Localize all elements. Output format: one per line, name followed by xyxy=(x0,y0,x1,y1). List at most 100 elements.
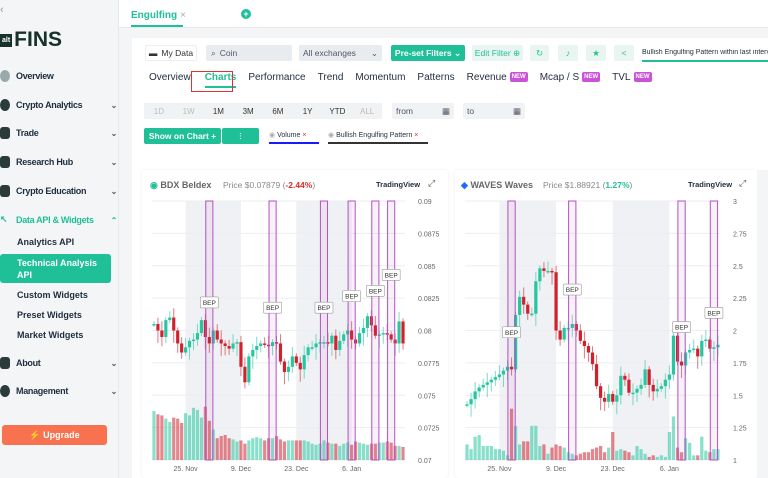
eye-icon[interactable]: ◉ xyxy=(269,132,278,139)
candlestick-chart[interactable]: 1 1.25 1.5 1.75 2 2.25 2.5 2.75 3 25. Nov 9. Dec 23… xyxy=(455,195,757,478)
bep-marker xyxy=(502,326,521,339)
sidebar-item-overview[interactable]: Overview xyxy=(0,65,119,87)
range-1w[interactable]: 1W xyxy=(182,106,195,116)
eye-icon[interactable]: ◉ xyxy=(328,132,337,139)
range-ytd[interactable]: YTD xyxy=(329,106,346,116)
sidebar-item-data-api[interactable]: ↖ Data API & Widgets ⌃ xyxy=(0,209,119,231)
bep-marker xyxy=(381,269,401,281)
price-value: $0.07879 xyxy=(244,180,281,190)
bell-icon[interactable]: ♪ xyxy=(558,45,578,61)
tradingview-link[interactable]: TradingView xyxy=(376,180,421,189)
preset-filters-button[interactable]: Pre-set Filters ⌄ xyxy=(391,45,465,61)
range-1y[interactable]: 1Y xyxy=(302,106,313,116)
exchange-select[interactable]: All exchanges ⌄ xyxy=(299,45,382,61)
scrollbar[interactable] xyxy=(757,170,768,478)
coin-search-input[interactable]: ⌕ Coin xyxy=(206,45,292,61)
sidebar-subitem-technical-analysis-api[interactable]: Technical Analysis API xyxy=(0,254,111,283)
sidebar-item-crypto-education[interactable]: Crypto Education ⌄ xyxy=(0,180,119,202)
from-date-input[interactable]: from ▦ xyxy=(392,103,454,119)
range-3m[interactable]: 3M xyxy=(242,106,254,116)
my-data-button[interactable]: ▬ My Data xyxy=(145,45,197,61)
chevron-down-icon: ⌄ xyxy=(110,186,118,196)
tradingview-link[interactable]: TradingView xyxy=(688,180,733,189)
range-1d[interactable]: 1D xyxy=(153,106,164,116)
candle xyxy=(302,355,306,370)
indicator-icon[interactable]: ⫶ xyxy=(222,128,259,144)
chevron-up-icon: ⌃ xyxy=(110,215,118,225)
candle xyxy=(655,388,659,392)
volume-bar xyxy=(223,434,227,460)
candle xyxy=(278,343,283,362)
volume-bar xyxy=(357,442,362,460)
tab-trend[interactable]: Trend xyxy=(318,72,344,88)
altfins-logo[interactable]: alt FINS xyxy=(0,28,62,52)
range-1m[interactable]: 1M xyxy=(212,106,224,116)
pattern-highlight xyxy=(371,200,380,461)
sidebar-subitem-market-widgets[interactable]: Market Widgets xyxy=(17,330,84,340)
volume-bar xyxy=(330,443,334,460)
candle xyxy=(243,366,247,383)
new-badge: NEW xyxy=(633,72,652,82)
sidebar-item-management[interactable]: Management ⌄ xyxy=(0,380,119,402)
upgrade-button[interactable]: ⚡ Upgrade xyxy=(2,425,107,445)
coin-title[interactable]: ◉ BDX Beldex xyxy=(150,180,211,191)
sidebar-item-trade[interactable]: Trade ⌄ xyxy=(0,122,119,144)
expand-icon[interactable]: ⤢ xyxy=(428,178,436,188)
edit-filter-button[interactable]: Edit Filter ⊕ xyxy=(472,45,523,61)
volume-bar xyxy=(215,438,219,460)
sidebar-item-crypto-analytics[interactable]: Crypto Analytics ⌄ xyxy=(0,94,119,116)
y-tick-label: 0.08 xyxy=(418,329,432,336)
tab-performance[interactable]: Performance xyxy=(248,72,305,88)
refresh-icon[interactable]: ↻ xyxy=(530,45,549,61)
add-tab-icon[interactable]: + xyxy=(241,9,251,19)
bar-chart-icon xyxy=(0,127,10,139)
tab-revenue[interactable]: Revenue NEW xyxy=(467,72,528,88)
tab-engulfing[interactable]: Engulfing × xyxy=(131,10,186,21)
volume-bar xyxy=(172,417,176,460)
tab-momentum[interactable]: Momentum xyxy=(355,72,405,88)
x-tick-label: 9. Dec xyxy=(231,466,252,473)
indicator-volume[interactable]: ◉ Volume × xyxy=(269,131,319,144)
candle xyxy=(712,347,716,349)
placeholder: Coin xyxy=(219,48,238,58)
remove-icon[interactable]: × xyxy=(302,132,307,139)
bep-marker-label: BEP xyxy=(505,330,518,337)
sidebar-subitem-analytics-api[interactable]: Analytics API xyxy=(17,237,75,247)
range-all[interactable]: ALL xyxy=(360,106,375,116)
volume-bar xyxy=(590,449,595,460)
tab-mcap-s[interactable]: Mcap / S NEW xyxy=(540,72,601,88)
candle xyxy=(168,317,172,321)
tab-patterns[interactable]: Patterns xyxy=(417,72,454,88)
volume-bar xyxy=(623,450,627,460)
sidebar-subitem-custom-widgets[interactable]: Custom Widgets xyxy=(17,290,88,300)
collapse-sidebar-icon[interactable]: ‹ xyxy=(0,4,4,16)
close-tab-icon[interactable]: × xyxy=(180,10,186,21)
volume-bar xyxy=(578,453,582,460)
logo-badge: alt xyxy=(0,33,13,47)
star-icon[interactable]: ★ xyxy=(586,45,606,61)
share-icon[interactable]: < xyxy=(614,45,634,61)
sidebar-subitem-preset-widgets[interactable]: Preset Widgets xyxy=(17,310,82,320)
tab-tvl[interactable]: TVL NEW xyxy=(612,72,652,88)
tab-overview[interactable]: Overview xyxy=(149,72,191,88)
coin-title[interactable]: ◆ WAVES Waves xyxy=(461,180,533,191)
candle xyxy=(603,397,607,402)
volume-bar xyxy=(270,438,275,460)
volume-bar xyxy=(180,423,184,460)
range-6m[interactable]: 6M xyxy=(272,106,284,116)
show-on-chart-button[interactable]: Show on Chart + xyxy=(144,128,221,144)
sidebar-item-research-hub[interactable]: Research Hub ⌄ xyxy=(0,151,119,173)
volume-bar xyxy=(290,440,294,460)
tab-charts[interactable]: Charts xyxy=(204,72,237,88)
remove-icon[interactable]: × xyxy=(414,132,419,139)
to-date-input[interactable]: to ▦ xyxy=(463,103,525,119)
indicator-bullish-engulfing[interactable]: ◉ Bullish Engulfing Pattern × xyxy=(328,131,428,144)
candle xyxy=(526,304,530,314)
candlestick-chart[interactable]: 0.07 0.0725 0.075 0.0775 0.08 0.0825 0.085 0.08… xyxy=(142,195,448,478)
sidebar-item-about[interactable]: About ⌄ xyxy=(0,352,119,374)
candle xyxy=(231,343,235,349)
active-filter-tag[interactable]: Bullish Engulfing Pattern within last in… xyxy=(642,49,768,62)
label: Research Hub xyxy=(16,157,73,167)
bep-marker xyxy=(200,296,219,309)
expand-icon[interactable]: ⤢ xyxy=(739,178,747,188)
